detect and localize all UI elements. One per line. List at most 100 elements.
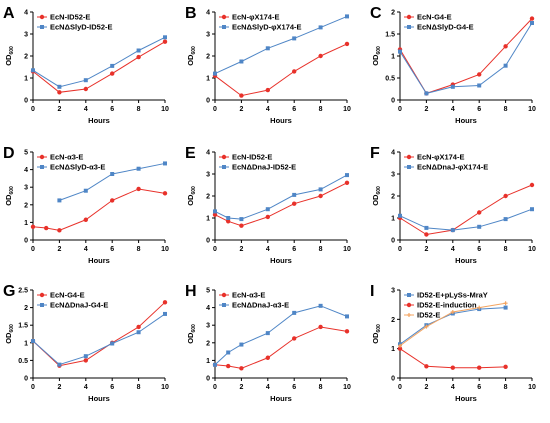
data-point (477, 210, 482, 215)
legend-label: EcNΔSlyD-G4-E (417, 23, 474, 32)
x-tick-label: 6 (477, 384, 481, 391)
y-tick-label: 0.5 (385, 76, 395, 83)
data-point (318, 25, 323, 30)
data-point (424, 225, 429, 230)
data-point (57, 84, 62, 89)
series-line (32, 41, 166, 93)
data-point (226, 350, 231, 355)
x-tick-label: 4 (266, 384, 270, 391)
y-tick-label: 5 (206, 288, 210, 295)
data-point (529, 182, 535, 188)
x-tick-label: 6 (292, 106, 296, 113)
panel-label: D (3, 145, 15, 162)
data-point (83, 86, 89, 92)
y-tick-label: 1.5 (18, 323, 28, 330)
y-tick-label: 3 (391, 172, 395, 179)
y-tick-label: 4 (206, 10, 210, 17)
data-point (213, 362, 217, 367)
data-point (529, 16, 535, 21)
legend-swatch-marker (39, 154, 45, 160)
y-axis-title: OD600 (371, 46, 382, 66)
y-tick-label: 3 (24, 32, 28, 39)
data-point (226, 219, 231, 224)
data-point (318, 324, 323, 330)
x-tick-label: 10 (343, 106, 351, 113)
data-point (57, 198, 62, 203)
data-point (292, 336, 297, 341)
x-tick-label: 6 (110, 384, 114, 391)
x-axis-title: Hours (455, 394, 477, 403)
y-axis-title-main: OD (4, 194, 13, 206)
data-point (83, 188, 88, 193)
legend-swatch-marker (221, 292, 227, 298)
data-point (503, 63, 508, 68)
data-point (213, 71, 217, 76)
x-tick-label: 2 (57, 106, 61, 113)
x-tick-label: 0 (213, 106, 217, 113)
legend-label: EcN-φX174-E (232, 13, 279, 22)
x-tick-label: 4 (266, 246, 270, 253)
data-point (83, 358, 89, 363)
legend-swatch-marker (407, 313, 411, 317)
data-point (503, 301, 508, 306)
data-point (398, 343, 402, 348)
x-tick-label: 2 (57, 246, 61, 253)
legend-swatch-marker (222, 165, 226, 169)
legend-swatch-marker (407, 165, 411, 169)
y-axis-title: OD600 (4, 46, 15, 66)
y-tick-label: 2 (206, 340, 210, 347)
panel-label: H (185, 283, 197, 300)
x-tick-label: 8 (137, 246, 141, 253)
x-tick-label: 4 (84, 384, 88, 391)
legend-label: EcN-G4-E (417, 13, 452, 22)
y-tick-label: 2 (391, 194, 395, 201)
y-tick-label: 0 (206, 376, 210, 383)
legend-label: EcNΔDnaJ-ID52-E (232, 163, 296, 172)
data-point (530, 207, 534, 212)
y-tick-label: 3 (206, 32, 210, 39)
data-point (450, 310, 455, 314)
data-point (318, 187, 323, 192)
data-point (110, 341, 115, 346)
x-tick-label: 10 (161, 246, 169, 253)
data-point (265, 214, 270, 220)
data-point (226, 216, 231, 220)
x-tick-label: 0 (213, 246, 217, 253)
data-point (110, 71, 115, 76)
data-point (136, 324, 141, 330)
chart-panel-g: G 0 2 4 6 8 10 0 0.5 1 1.5 2 2.5 Hours OD600 EcN-G4-EEc… (3, 283, 169, 403)
x-tick-label: 2 (239, 384, 243, 391)
x-tick-label: 0 (31, 246, 35, 253)
x-tick-label: 10 (528, 246, 536, 253)
y-axis-title-subscript: 600 (191, 46, 197, 55)
y-tick-label: 0 (24, 98, 28, 105)
x-axis-title: Hours (88, 256, 110, 265)
y-axis-title: OD600 (371, 186, 382, 206)
y-tick-label: 4 (206, 150, 210, 157)
series-line (32, 301, 166, 367)
y-axis-title-main: OD (4, 332, 13, 344)
data-point (265, 355, 270, 360)
x-tick-label: 4 (266, 106, 270, 113)
data-point (31, 339, 35, 344)
x-tick-label: 2 (424, 106, 428, 113)
data-point (136, 166, 141, 171)
x-tick-label: 6 (477, 246, 481, 253)
legend-swatch-marker (40, 25, 44, 29)
data-point (503, 193, 508, 199)
legend-label: EcN-α3-E (50, 153, 83, 162)
y-tick-label: 5 (24, 150, 28, 157)
y-tick-label: 1 (391, 346, 395, 353)
data-point (110, 172, 115, 176)
y-tick-label: 0.5 (18, 358, 28, 365)
y-tick-label: 0 (206, 98, 210, 105)
legend-swatch-marker (406, 302, 412, 308)
legend-swatch-marker (406, 14, 412, 20)
x-axis-title: Hours (88, 394, 110, 403)
legend-label: EcNΔDnaJ-G4-E (50, 301, 108, 310)
series-line (214, 326, 348, 369)
data-point (239, 59, 244, 64)
data-point (424, 364, 429, 369)
data-point (265, 207, 270, 212)
